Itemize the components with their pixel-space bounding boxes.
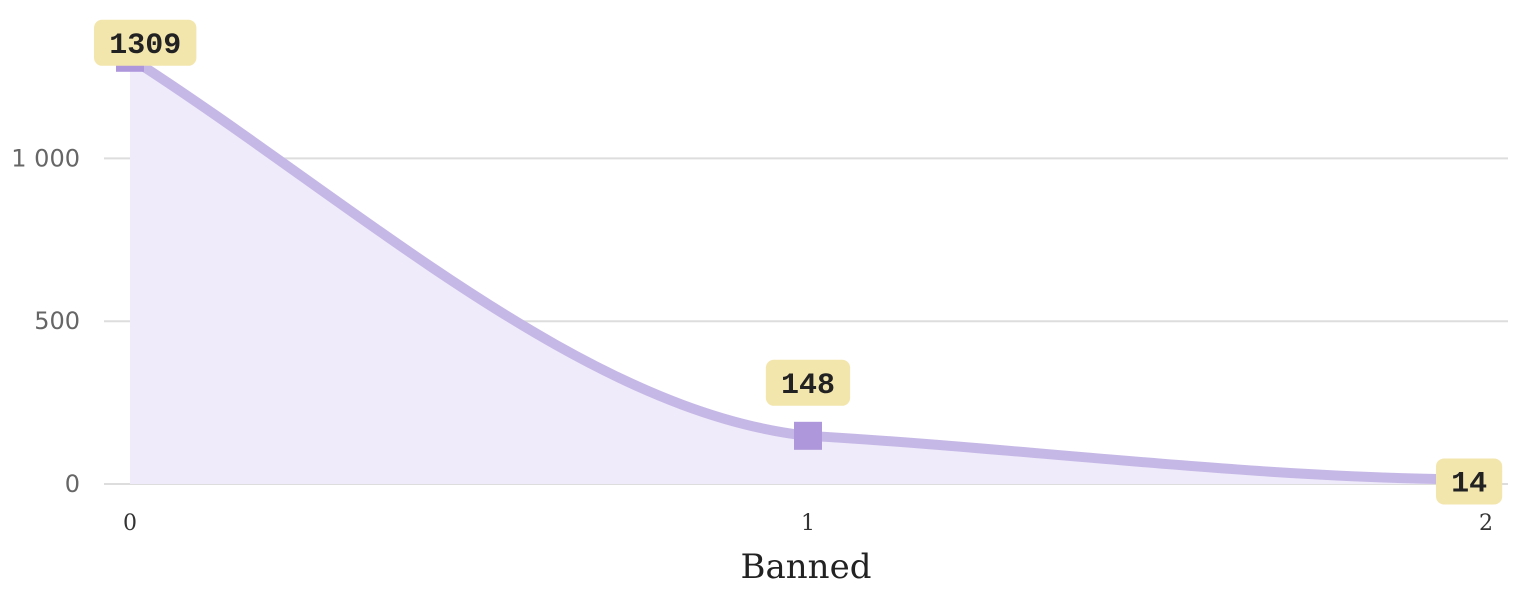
data-point-marker (794, 421, 822, 450)
area-fill (130, 57, 1486, 484)
data-label-text: 148 (781, 369, 835, 403)
data-label-text: 14 (1451, 467, 1487, 501)
data-label: 1309 (94, 19, 197, 66)
x-axis: 0 1 2 (123, 511, 1493, 536)
y-axis: 0 500 1 000 (11, 144, 80, 498)
data-label-text: 1309 (109, 29, 181, 63)
y-tick-label: 0 (65, 470, 80, 498)
data-label-background (765, 359, 851, 406)
y-tick-label: 1 000 (11, 144, 80, 172)
data-label-background (1436, 458, 1503, 505)
data-labels: 1309 148 14 (94, 19, 1503, 505)
x-tick-label: 1 (801, 511, 815, 536)
data-label: 148 (765, 359, 851, 406)
x-tick-label: 2 (1479, 511, 1493, 536)
y-tick-label: 500 (34, 307, 80, 335)
data-label: 14 (1436, 458, 1503, 505)
x-tick-label: 0 (123, 511, 137, 536)
data-label-background (94, 19, 197, 66)
x-axis-label: Banned (741, 547, 872, 587)
